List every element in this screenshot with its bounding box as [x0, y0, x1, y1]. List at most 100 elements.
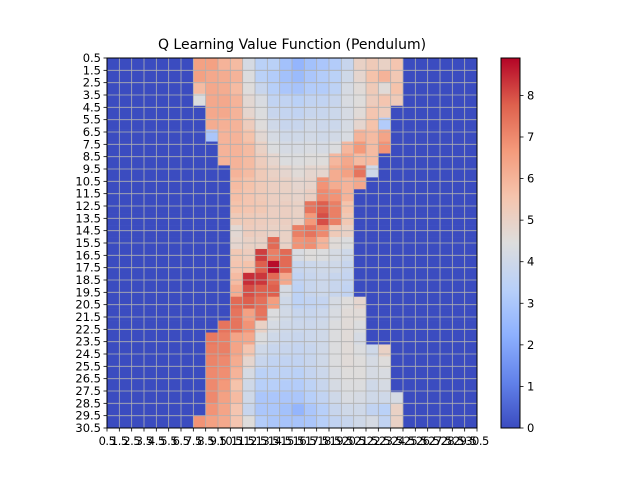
heatmap-cell — [427, 153, 441, 166]
heatmap-cell — [452, 129, 465, 142]
heatmap-cell — [440, 201, 453, 214]
heatmap-cell — [218, 320, 231, 333]
heatmap-cell — [427, 368, 441, 381]
heatmap-cell — [464, 177, 478, 190]
heatmap-cell — [279, 225, 293, 238]
heatmap-cell — [316, 58, 330, 71]
heatmap-cell — [316, 296, 330, 309]
heatmap-cell — [329, 105, 342, 118]
heatmap-cell — [144, 308, 157, 321]
heatmap-cell — [230, 129, 243, 142]
heatmap-cell — [403, 225, 416, 238]
heatmap-cell — [107, 320, 120, 333]
heatmap-cell — [119, 344, 132, 357]
heatmap-cell — [292, 272, 305, 286]
heatmap-cell — [464, 260, 478, 274]
heatmap-cell — [452, 201, 465, 214]
heatmap-cell — [144, 380, 157, 393]
heatmap-cell — [168, 165, 182, 178]
heatmap-cell — [156, 141, 169, 154]
heatmap-cell — [464, 69, 478, 83]
heatmap-cell — [366, 129, 379, 142]
heatmap-cell — [292, 201, 305, 214]
heatmap-cell — [267, 58, 280, 71]
heatmap-cell — [427, 332, 441, 345]
heatmap-cell — [292, 368, 305, 381]
heatmap-cell — [390, 189, 404, 202]
heatmap-cell — [304, 69, 317, 83]
heatmap-cell — [218, 260, 231, 274]
heatmap-cell — [279, 416, 293, 429]
heatmap-cell — [218, 93, 231, 107]
heatmap-cell — [415, 380, 428, 393]
heatmap-cell — [440, 81, 453, 95]
heatmap-cell — [464, 404, 478, 417]
heatmap-cell — [242, 189, 256, 202]
colorbar-tick-label: 7 — [527, 130, 534, 144]
heatmap-cell — [218, 332, 231, 345]
y-tick-label: 1.5 — [83, 63, 101, 77]
heatmap-cell — [279, 213, 293, 226]
heatmap-cell — [329, 165, 342, 178]
heatmap-cell — [403, 296, 416, 309]
heatmap-cell — [329, 308, 342, 321]
heatmap-cell — [193, 189, 206, 202]
y-tick-label: 28.5 — [75, 396, 101, 410]
heatmap-cell — [378, 368, 391, 381]
heatmap-cell — [341, 380, 354, 393]
heatmap-cell — [403, 81, 416, 95]
heatmap-cell — [119, 308, 132, 321]
heatmap-cell — [267, 213, 280, 226]
heatmap-cell — [255, 201, 268, 214]
heatmap-cell — [230, 225, 243, 238]
heatmap-cell — [255, 213, 268, 226]
y-tick-label: 26.5 — [75, 372, 101, 386]
heatmap-cell — [403, 272, 416, 286]
y-tick-label: 8.5 — [83, 150, 101, 164]
heatmap-cell — [205, 201, 219, 214]
heatmap-cell — [242, 416, 256, 429]
heatmap-cell — [329, 260, 342, 274]
heatmap-cell — [366, 404, 379, 417]
heatmap-cell — [156, 81, 169, 95]
heatmap-cell — [353, 213, 367, 226]
heatmap-cell — [366, 201, 379, 214]
heatmap-cell — [107, 201, 120, 214]
heatmap-cell — [341, 81, 354, 95]
heatmap-cell — [403, 93, 416, 107]
heatmap-cell — [378, 344, 391, 357]
heatmap-cell — [378, 392, 391, 405]
heatmap-cell — [230, 356, 243, 369]
heatmap-cell — [390, 320, 404, 333]
heatmap-cell — [304, 129, 317, 142]
heatmap-cell — [181, 117, 194, 130]
x-tick-label: 6.5 — [173, 434, 190, 448]
heatmap-cell — [316, 117, 330, 130]
heatmap-cell — [242, 141, 256, 154]
heatmap-cell — [119, 368, 132, 381]
heatmap-cell — [390, 129, 404, 142]
heatmap-cell — [181, 129, 194, 142]
heatmap-cell — [403, 260, 416, 274]
heatmap-cell — [464, 344, 478, 357]
heatmap-cell — [390, 93, 404, 107]
heatmap-cell — [205, 189, 219, 202]
heatmap-cell — [316, 69, 330, 83]
heatmap-cell — [230, 177, 243, 190]
heatmap-cell — [205, 58, 219, 71]
heatmap-cell — [131, 201, 145, 214]
heatmap-cell — [366, 105, 379, 118]
x-tick-label: 14.5 — [268, 434, 292, 448]
heatmap-cell — [144, 320, 157, 333]
heatmap-cell — [144, 272, 157, 286]
heatmap-cell — [292, 260, 305, 274]
heatmap-cell — [193, 296, 206, 309]
heatmap-cell — [119, 105, 132, 118]
heatmap-cell — [168, 129, 182, 142]
heatmap-cell — [218, 129, 231, 142]
heatmap-cell — [403, 356, 416, 369]
heatmap-cell — [107, 81, 120, 95]
heatmap-cell — [131, 284, 145, 298]
heatmap-cell — [304, 392, 317, 405]
heatmap-cell — [440, 117, 453, 130]
